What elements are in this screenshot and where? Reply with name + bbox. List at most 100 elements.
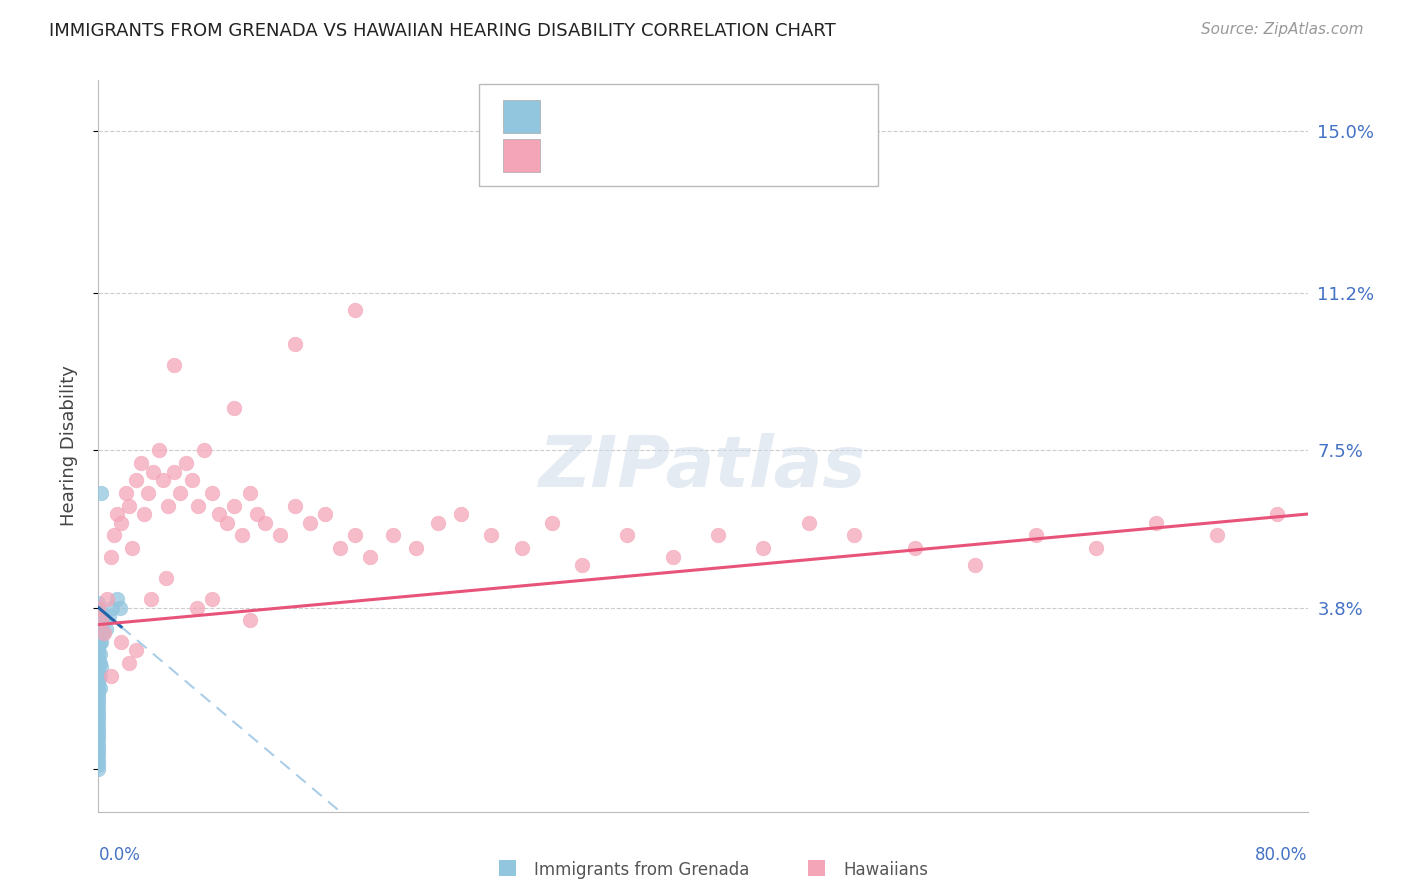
Point: [118, 656, 141, 670]
Point: [94, 622, 117, 636]
Point: [87, 677, 110, 691]
Point: [87, 626, 110, 640]
Point: [100, 549, 122, 564]
Point: [108, 600, 131, 615]
Point: [87, 673, 110, 687]
Point: [87, 745, 110, 759]
Point: [1085, 541, 1108, 555]
Point: [156, 499, 179, 513]
Point: [1024, 528, 1046, 542]
Point: [186, 600, 208, 615]
Point: [904, 541, 927, 555]
Point: [174, 456, 197, 470]
Point: [87, 737, 110, 751]
Point: [90, 634, 112, 648]
Point: [152, 473, 174, 487]
Point: [239, 485, 262, 500]
Point: [118, 499, 141, 513]
Point: [87, 651, 110, 665]
Point: [100, 668, 122, 682]
Point: [142, 465, 165, 479]
Point: [169, 485, 191, 500]
Point: [89, 681, 111, 696]
Text: Immigrants from Grenada: Immigrants from Grenada: [534, 861, 749, 879]
Point: [87, 698, 110, 713]
Point: [90, 613, 112, 627]
Point: [87, 762, 110, 776]
Text: Source: ZipAtlas.com: Source: ZipAtlas.com: [1201, 22, 1364, 37]
Point: [125, 473, 148, 487]
Point: [87, 605, 110, 619]
Point: [87, 609, 110, 624]
Point: [87, 715, 110, 730]
Point: [360, 549, 382, 564]
Text: N = 74: N = 74: [703, 146, 765, 164]
Point: [87, 728, 110, 742]
Point: [87, 754, 110, 768]
Point: [201, 485, 224, 500]
Point: [141, 592, 163, 607]
Point: [201, 592, 224, 607]
Point: [1206, 528, 1229, 542]
Point: [93, 613, 115, 627]
Point: [752, 541, 775, 555]
Point: [231, 528, 253, 542]
Point: [1144, 516, 1167, 530]
Point: [87, 648, 110, 662]
Point: [215, 516, 238, 530]
Point: [87, 631, 110, 645]
Point: [87, 668, 110, 682]
Point: [87, 706, 110, 721]
Point: [481, 528, 503, 542]
Point: [707, 528, 730, 542]
Point: [87, 758, 110, 772]
FancyBboxPatch shape: [479, 84, 879, 186]
Point: [224, 401, 246, 415]
Point: [253, 516, 276, 530]
Point: [427, 516, 450, 530]
Bar: [503, 100, 540, 133]
Text: 0.0%: 0.0%: [98, 846, 141, 863]
Point: [314, 507, 336, 521]
Point: [797, 516, 820, 530]
Text: N = 57: N = 57: [703, 108, 765, 126]
Text: IMMIGRANTS FROM GRENADA VS HAWAIIAN HEARING DISABILITY CORRELATION CHART: IMMIGRANTS FROM GRENADA VS HAWAIIAN HEAR…: [49, 22, 837, 40]
Point: [284, 337, 307, 351]
Point: [87, 720, 110, 734]
Point: [89, 656, 111, 670]
Point: [103, 528, 125, 542]
Point: [1267, 507, 1289, 521]
Point: [87, 681, 110, 696]
Point: [246, 507, 269, 521]
Point: [284, 499, 307, 513]
Point: [136, 485, 159, 500]
Point: [571, 558, 593, 572]
Point: [87, 617, 110, 632]
Point: [96, 592, 118, 607]
Point: [110, 634, 132, 648]
Point: [121, 541, 143, 555]
Text: R =  0.197: R = 0.197: [558, 146, 647, 164]
Point: [89, 634, 111, 648]
Point: [87, 703, 110, 717]
Point: [224, 499, 246, 513]
Point: [163, 358, 186, 372]
Point: [114, 485, 136, 500]
Point: [129, 456, 152, 470]
Point: [540, 516, 562, 530]
Point: [101, 600, 124, 615]
Point: [87, 639, 110, 653]
Point: [239, 613, 262, 627]
Point: [148, 443, 170, 458]
Point: [87, 690, 110, 704]
Point: [87, 634, 110, 648]
Point: [110, 516, 132, 530]
Point: [616, 528, 638, 542]
Bar: [503, 139, 540, 171]
Point: [269, 528, 291, 542]
Point: [382, 528, 405, 542]
Point: [87, 686, 110, 700]
Point: [299, 516, 322, 530]
Point: [125, 643, 148, 657]
Point: [87, 749, 110, 764]
